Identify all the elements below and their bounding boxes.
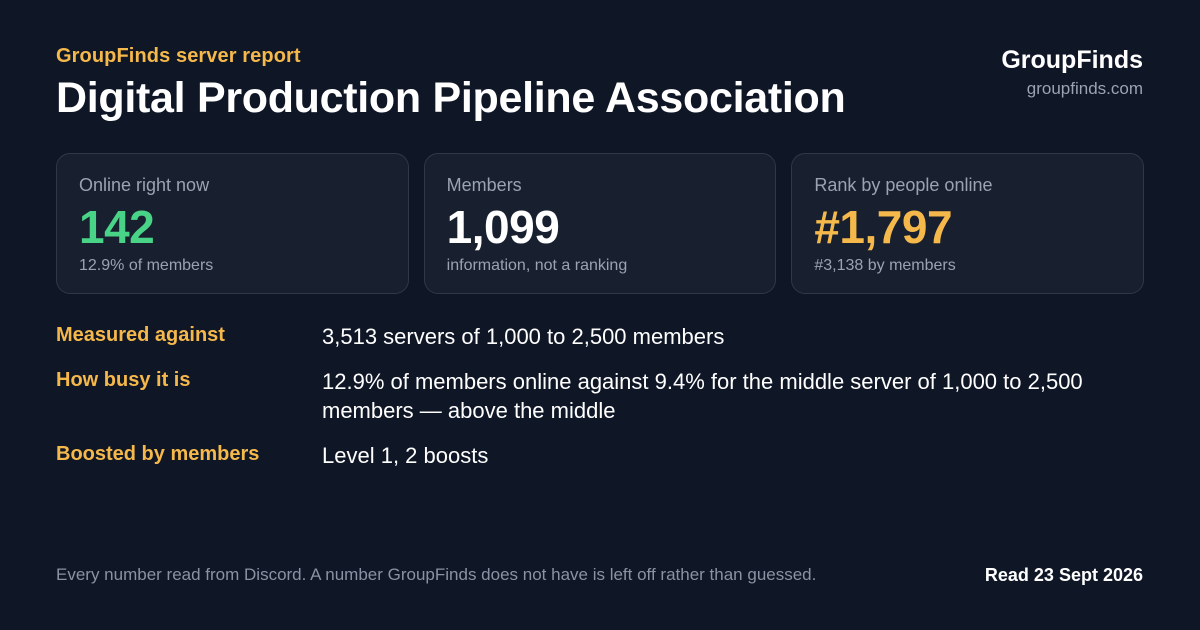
stat-card-label: Members — [446, 175, 522, 195]
online-count: 142 — [79, 201, 155, 253]
stat-card-members: Members 1,099 information, not a ranking — [423, 153, 777, 294]
fact-label: Measured against — [56, 324, 225, 346]
fact-row-how-busy: How busy it is 12.9% of members online a… — [56, 367, 1144, 425]
fact-label: Boosted by members — [56, 443, 260, 465]
fact-list: Measured against 3,513 servers of 1,000 … — [56, 322, 1144, 486]
stat-card-subtext: #3,138 by members — [814, 257, 956, 274]
brand-name: GroupFinds — [1001, 46, 1143, 74]
fact-value: Level 1, 2 boosts — [322, 443, 489, 468]
fact-value: 3,513 servers of 1,000 to 2,500 members — [322, 324, 725, 349]
stat-card-rank: Rank by people online #1,797 #3,138 by m… — [791, 153, 1145, 294]
read-date: Read 23 Sept 2026 — [984, 565, 1143, 585]
fact-row-measured-against: Measured against 3,513 servers of 1,000 … — [56, 322, 1144, 351]
stat-card-label: Online right now — [79, 175, 210, 195]
stat-card-online: Online right now 142 12.9% of members — [56, 153, 409, 294]
stat-card-subtext: information, not a ranking — [446, 257, 628, 274]
report-eyebrow: GroupFinds server report — [56, 45, 301, 67]
stat-card-label: Rank by people online — [814, 175, 993, 195]
footer-disclaimer: Every number read from Discord. A number… — [56, 565, 817, 584]
member-count: 1,099 — [446, 201, 560, 253]
server-title: Digital Production Pipeline Association — [56, 74, 846, 122]
online-rank: #1,797 — [814, 201, 953, 253]
stat-cards: Online right now 142 12.9% of members Me… — [56, 153, 1145, 294]
fact-label: How busy it is — [56, 369, 191, 391]
fact-value: 12.9% of members online against 9.4% for… — [322, 369, 1083, 423]
brand-url[interactable]: groupfinds.com — [1026, 79, 1143, 98]
stat-card-subtext: 12.9% of members — [79, 257, 214, 274]
fact-row-boosted: Boosted by members Level 1, 2 boosts — [56, 441, 1144, 470]
